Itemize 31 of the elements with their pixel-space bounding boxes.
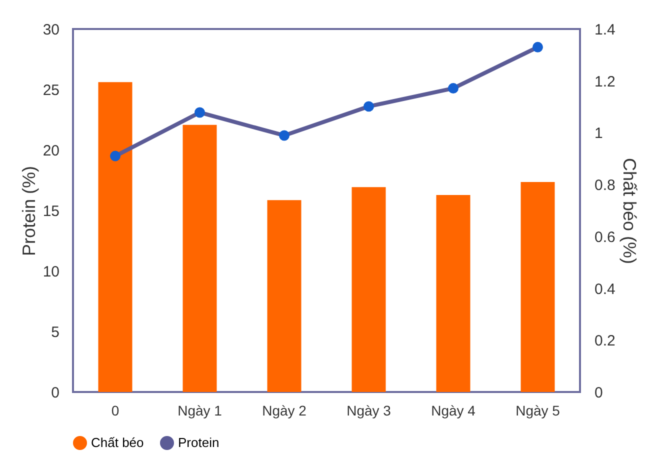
- y2-tick-label: 0.6: [594, 228, 616, 246]
- x-tick-label: Ngày 5: [516, 402, 560, 418]
- y-tick-label: 20: [42, 142, 60, 160]
- y2-tick-label: 0.2: [594, 332, 616, 350]
- y2-tick-label: 1.2: [594, 73, 616, 90]
- y2-tick-label: 1.4: [594, 22, 616, 38]
- bar: [352, 187, 386, 392]
- y2-tick-label: 0: [594, 384, 603, 402]
- y-axis-title: Protein (%): [18, 166, 39, 256]
- x-tick-label: Ngày 1: [178, 402, 222, 418]
- x-tick-label: 0: [111, 402, 120, 418]
- bar: [520, 182, 555, 392]
- x-tick-label: Ngày 3: [346, 402, 392, 418]
- x-tick-label: Ngày 2: [262, 402, 307, 418]
- x-tick-label: Ngày 4: [431, 402, 476, 418]
- bar: [98, 82, 132, 392]
- y-tick-label: 25: [42, 82, 60, 99]
- bar: [436, 194, 470, 392]
- bar: [182, 124, 217, 392]
- bar: [267, 200, 302, 392]
- legend-label: Protein: [178, 435, 220, 450]
- y2-axis-title: Chất béo (%): [619, 158, 640, 264]
- y2-tick-label: 0.4: [594, 280, 616, 298]
- y-tick-label: 10: [42, 264, 60, 280]
- y-tick-label: 5: [51, 324, 60, 341]
- y-tick-label: 30: [42, 22, 60, 38]
- legend-label: Chất béo: [91, 435, 144, 450]
- y-tick-label: 0: [51, 384, 60, 402]
- y2-tick-label: 1: [594, 125, 603, 142]
- y2-tick-label: 0.8: [594, 177, 616, 194]
- y-tick-label: 15: [42, 203, 60, 220]
